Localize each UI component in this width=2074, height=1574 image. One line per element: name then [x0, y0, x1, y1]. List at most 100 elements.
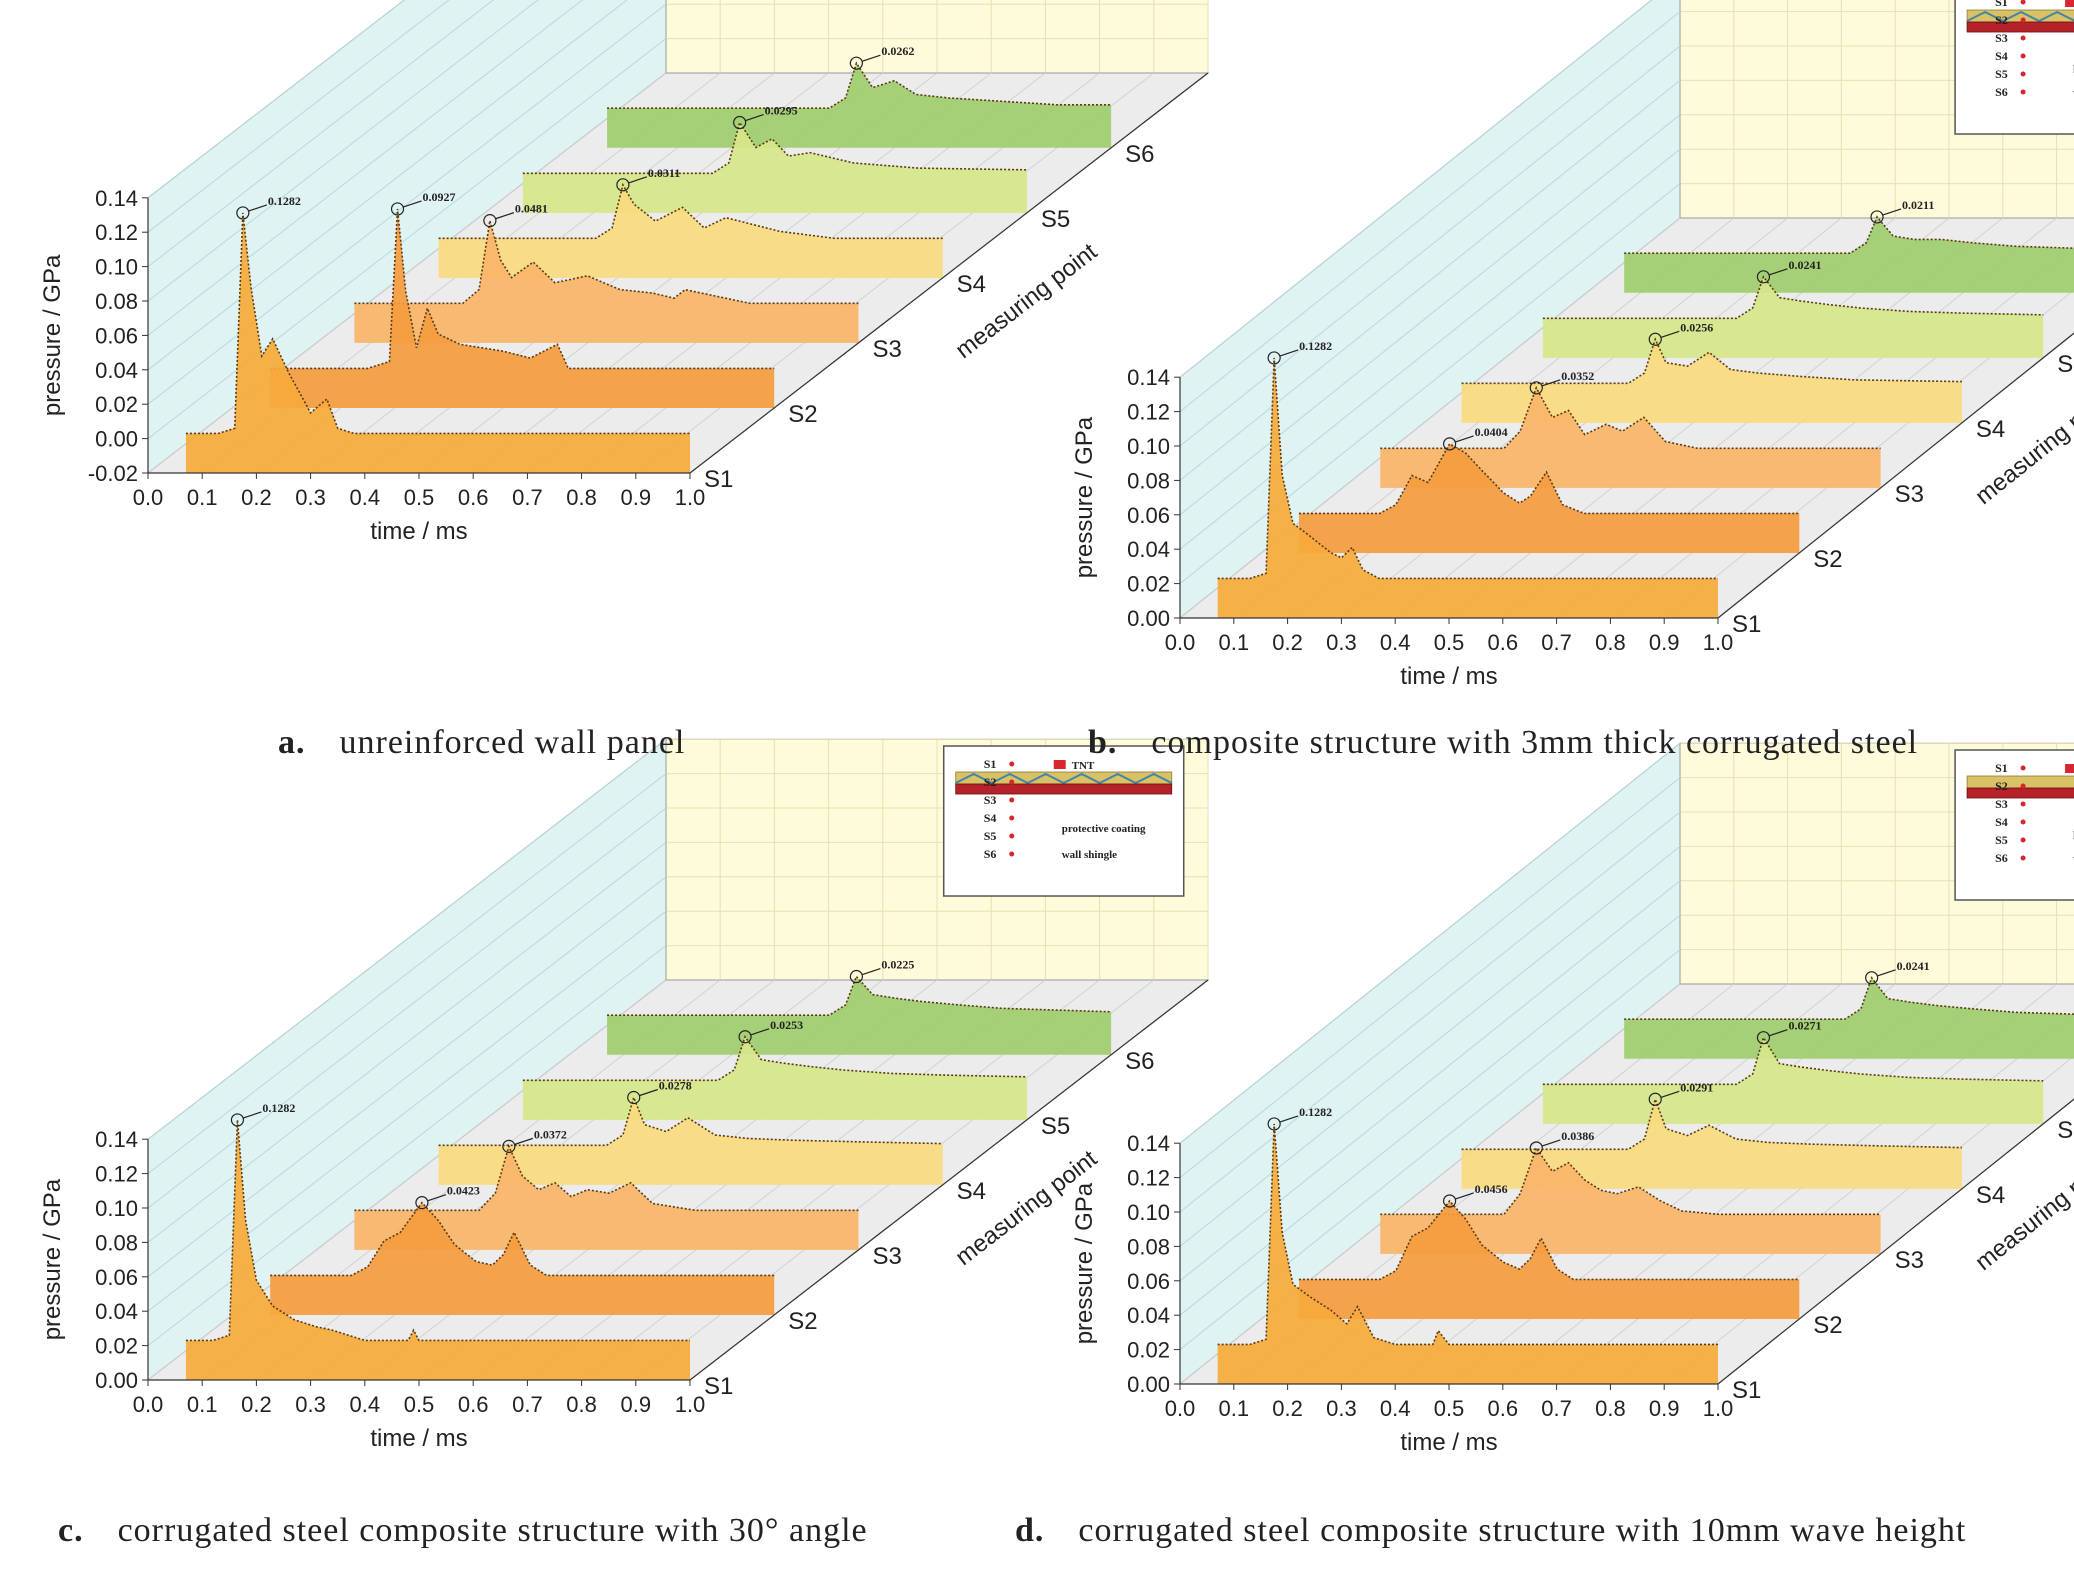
- peak-marker: [627, 1090, 641, 1105]
- series-area: [354, 1146, 859, 1250]
- series-S4: 0.0291 S4: [1461, 1080, 2005, 1209]
- series-line: [607, 61, 1112, 110]
- series-line: [1217, 1123, 1718, 1346]
- series-S6: 0.0211S6: [1624, 198, 2074, 293]
- x-tick-label: 0.7: [1541, 1396, 1572, 1421]
- series-line: [1217, 357, 1718, 580]
- peak-arrow: [1877, 969, 1896, 977]
- peak-marker: [849, 969, 863, 984]
- peak-label: 0.0253: [770, 1018, 803, 1032]
- peak-label: 0.0262: [881, 44, 914, 58]
- x-tick-label: 1.0: [675, 485, 706, 510]
- series-S1: 0.1282 S1: [185, 1101, 733, 1400]
- floor-grid-line: [147, 72, 667, 474]
- series-label: S5: [1041, 1113, 1070, 1140]
- y-tick-label: 0.10: [1127, 1200, 1170, 1225]
- side-grid-line: [1179, 114, 1681, 516]
- x-tick-label: 0.1: [187, 1392, 218, 1417]
- y-tick-label: 0.04: [1127, 1303, 1170, 1328]
- series-area: [1542, 1037, 2044, 1124]
- series-area: [522, 122, 1027, 213]
- series-line: [1298, 1199, 1800, 1281]
- x-tick-label: 1.0: [1703, 630, 1734, 655]
- x-tick-label: 0.4: [350, 1392, 381, 1417]
- y-axis-title: pressure / GPa: [1071, 1182, 1098, 1344]
- series-label: S3: [1895, 1247, 1924, 1274]
- y-tick-label: 0.04: [95, 358, 138, 383]
- tnt-marker: [1053, 760, 1066, 770]
- side-grid-line: [147, 0, 628, 371]
- side-grid-line: [1179, 846, 1681, 1247]
- series-S1: 0.1282 S1: [1217, 1105, 1761, 1404]
- protective-coating-layer: [1966, 775, 2074, 789]
- x-tick-label: 1.0: [675, 1392, 706, 1417]
- y-tick-label: 0.12: [95, 220, 138, 245]
- series-area: [1298, 1200, 1800, 1319]
- side-grid-line: [147, 807, 667, 1209]
- x-tick-label: 0.5: [404, 485, 435, 510]
- x-axis-title: time / ms: [1400, 663, 1497, 690]
- y-tick-label: 0.04: [95, 1299, 138, 1324]
- peak-arrow: [403, 200, 422, 208]
- x-tick-label: 0.2: [1272, 630, 1303, 655]
- peak-label: 0.0456: [1475, 1182, 1508, 1196]
- peak-label: 0.1282: [268, 194, 301, 208]
- series-label: S6: [1125, 1048, 1154, 1075]
- series-S3: 0.0352 S3: [1380, 369, 1924, 508]
- series-line: [1624, 976, 2074, 1021]
- series-area: [354, 220, 859, 343]
- peak-marker: [483, 214, 497, 228]
- y-tick-label: 0.10: [95, 1196, 138, 1221]
- x-tick-label: 0.4: [1380, 630, 1411, 655]
- peak-marker: [616, 178, 630, 192]
- series-label: S1: [1732, 611, 1761, 638]
- peak-label: 0.0352: [1561, 369, 1594, 383]
- x-tick-label: 0.3: [1326, 630, 1357, 655]
- side-grid-line: [1179, 742, 1681, 1144]
- side-grid-line: [1179, 80, 1681, 481]
- peak-arrow: [1455, 1192, 1474, 1200]
- peak-arrow: [628, 176, 648, 184]
- inset-point-marker: [2020, 819, 2026, 825]
- side-grid-line: [1179, 183, 1681, 584]
- y-axis-title: pressure / GPa: [1071, 416, 1098, 578]
- y-tick-label: 0.00: [95, 1368, 138, 1393]
- y-tick-label: 0.02: [95, 1334, 138, 1359]
- side-grid-line: [1179, 811, 1681, 1213]
- side-grid-line: [147, 0, 405, 199]
- caption-text: composite structure with 3mm thick corru…: [1151, 724, 1919, 761]
- series-S5: 0.0295 S5: [522, 104, 1070, 233]
- inset-point-label: S6: [984, 847, 997, 861]
- side-grid-line: [147, 0, 450, 233]
- side-grid-line: [1179, 148, 1681, 550]
- caption-text: corrugated steel composite structure wit…: [117, 1512, 868, 1549]
- series-label: S3: [872, 1243, 901, 1270]
- side-grid-line: [147, 3, 667, 405]
- series-area: [522, 1036, 1027, 1120]
- side-grid-line: [1179, 949, 1681, 1350]
- series-label: S5: [2057, 1117, 2074, 1144]
- tnt-label: TNT: [1072, 760, 1095, 772]
- series-S6: 0.0262 S6: [607, 44, 1154, 168]
- series-label: S5: [2057, 351, 2074, 378]
- x-tick-label: 0.5: [1434, 630, 1465, 655]
- y-tick-label: 0.00: [1127, 606, 1170, 631]
- series-label: S3: [1895, 481, 1924, 508]
- peak-arrow: [750, 1028, 770, 1036]
- protective-coating-layer: [1966, 9, 2074, 23]
- peak-marker: [230, 1113, 245, 1127]
- series-line: [1542, 275, 2044, 320]
- inset-layer-label: protective coating: [1062, 823, 1146, 835]
- peak-arrow: [1661, 330, 1680, 338]
- peak-marker: [1870, 210, 1884, 224]
- peak-arrow: [495, 212, 515, 220]
- inset-point-marker: [1009, 761, 1015, 767]
- series-S4: 0.0256 S4: [1461, 320, 2005, 443]
- x-tick-label: 0.3: [1326, 1396, 1357, 1421]
- floor-grid-line: [1179, 983, 1681, 1385]
- series-S5: 0.0253 S5: [522, 1018, 1070, 1140]
- x-tick-label: 0.8: [566, 1392, 597, 1417]
- peak-arrow: [514, 1137, 534, 1145]
- peak-arrow: [248, 204, 268, 212]
